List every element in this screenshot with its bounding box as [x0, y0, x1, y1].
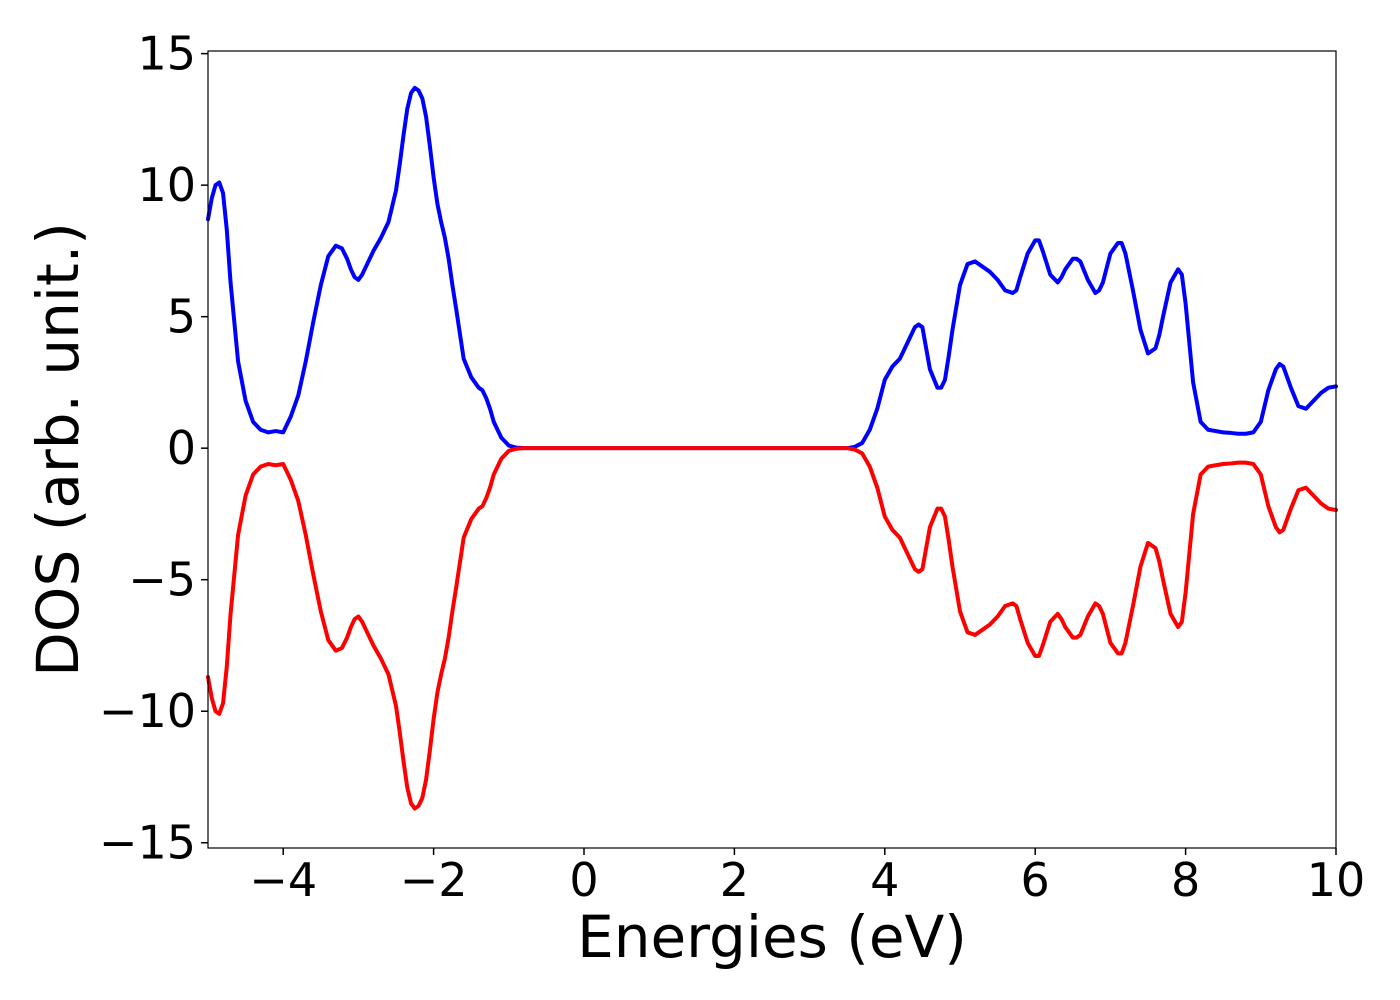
- y-tick-label: 10: [137, 158, 196, 212]
- y-tick-label: 5: [167, 290, 196, 344]
- y-tick-label: 15: [137, 27, 196, 81]
- series-line-1: [206, 85, 1338, 451]
- y-tick-label: −5: [128, 553, 196, 607]
- x-axis-ticks: −4 −2 0 2 4 6 8 10: [249, 848, 1365, 907]
- plot-frame: [207, 50, 1337, 849]
- series-line-2: [206, 446, 1338, 811]
- x-tick-label: 2: [720, 853, 749, 907]
- y-tick-label: −10: [99, 684, 196, 738]
- y-axis-label: DOS (arb. unit.): [24, 222, 92, 677]
- y-tick-label: 0: [167, 421, 196, 475]
- x-tick-label: −2: [400, 853, 468, 907]
- x-tick-label: 4: [870, 853, 899, 907]
- y-tick-label: −15: [99, 816, 196, 870]
- x-tick-label: 0: [569, 853, 598, 907]
- x-tick-label: 6: [1021, 853, 1050, 907]
- x-axis-label: Energies (eV): [577, 903, 967, 971]
- series-layer: [206, 85, 1338, 811]
- x-tick-label: 10: [1307, 853, 1366, 907]
- x-tick-label: 8: [1171, 853, 1200, 907]
- y-axis-ticks: 15 10 5 0 −5 −10 −15: [99, 27, 208, 870]
- x-tick-label: −4: [249, 853, 317, 907]
